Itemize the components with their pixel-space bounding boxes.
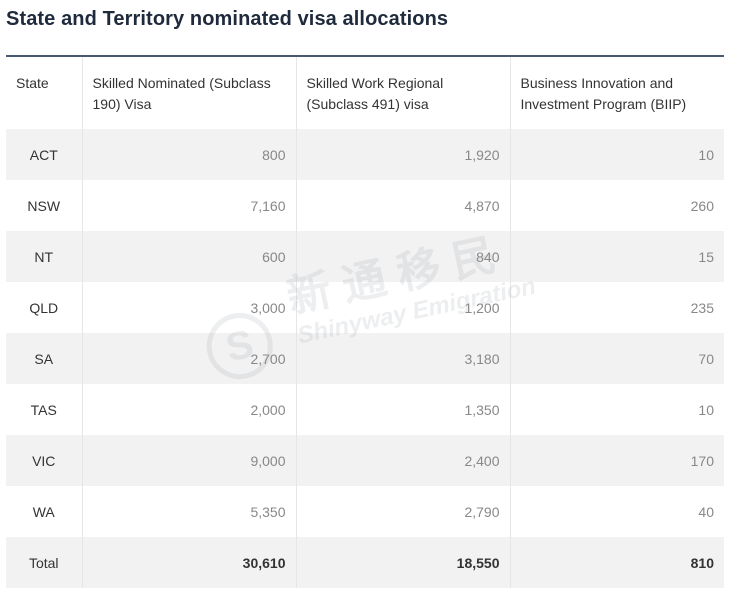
cell-biip: 235 — [690, 299, 714, 316]
cell-state: TAS — [6, 384, 83, 435]
title-divider — [6, 55, 724, 57]
cell-biip: 15 — [510, 231, 724, 282]
header-subclass-491: Skilled Work Regional (Subclass 491) vis… — [296, 57, 511, 129]
cell-biip: 70 — [510, 333, 724, 384]
cell-190: 800 — [82, 129, 297, 180]
table-row: SA 2,700 3,180 70 — [6, 333, 724, 384]
cell-190: 3,000 — [82, 282, 297, 333]
cell-biip: 260 — [690, 197, 714, 214]
table-row: QLD 3,000 1,200 235 — [6, 282, 724, 333]
cell-190: 2,000 — [82, 384, 297, 435]
cell-state: SA — [6, 333, 83, 384]
cell-491: 3,180 — [296, 333, 511, 384]
cell-total-190: 30,610 — [82, 537, 297, 588]
table-total-row: Total 30,610 18,550 810 — [6, 537, 724, 588]
cell-state: VIC — [6, 435, 83, 486]
table-row: VIC 9,000 2,400 170 — [6, 435, 724, 486]
cell-491: 2,790 — [296, 486, 511, 537]
table-row: WA 5,350 2,790 40 — [6, 486, 724, 537]
cell-491: 840 — [296, 231, 511, 282]
cell-biip: 170 — [510, 435, 724, 486]
header-biip: Business Innovation and Investment Progr… — [510, 57, 724, 129]
cell-491: 1,350 — [296, 384, 511, 435]
visa-allocations-table: State Skilled Nominated (Subclass 190) V… — [6, 57, 724, 588]
cell-491: 2,400 — [296, 435, 511, 486]
table-header-row: State Skilled Nominated (Subclass 190) V… — [6, 57, 724, 129]
table-row: NSW 7,160 4,870 260 — [6, 180, 724, 231]
cell-491: 4,870 — [296, 180, 511, 231]
cell-biip: 10 — [510, 129, 724, 180]
cell-491: 1,200 — [296, 282, 511, 333]
cell-190: 600 — [82, 231, 297, 282]
cell-190: 7,160 — [82, 180, 297, 231]
cell-biip: 40 — [698, 503, 714, 520]
cell-state: NSW — [6, 180, 83, 231]
cell-biip: 10 — [698, 401, 714, 418]
cell-state: QLD — [6, 282, 83, 333]
page-title: State and Territory nominated visa alloc… — [6, 8, 449, 30]
table-row: ACT 800 1,920 10 — [6, 129, 724, 180]
cell-491: 1,920 — [296, 129, 511, 180]
cell-total-label: Total — [6, 537, 83, 588]
table-row: NT 600 840 15 — [6, 231, 724, 282]
header-subclass-190: Skilled Nominated (Subclass 190) Visa — [82, 57, 297, 129]
cell-total-biip: 810 — [510, 537, 724, 588]
cell-state: WA — [6, 486, 83, 537]
cell-state: NT — [6, 231, 83, 282]
cell-190: 9,000 — [82, 435, 297, 486]
header-state: State — [6, 57, 83, 129]
cell-190: 2,700 — [82, 333, 297, 384]
table-row: TAS 2,000 1,350 10 — [6, 384, 724, 435]
cell-total-491: 18,550 — [296, 537, 511, 588]
cell-state: ACT — [6, 129, 83, 180]
cell-190: 5,350 — [82, 486, 297, 537]
